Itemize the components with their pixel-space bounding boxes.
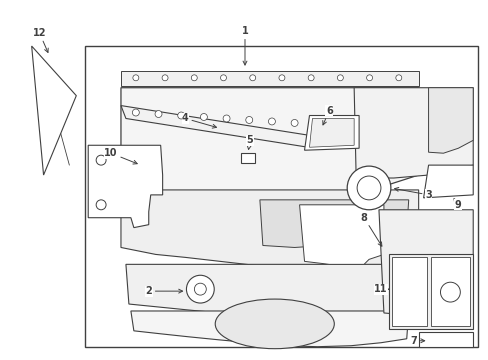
Text: 6: 6 — [322, 105, 332, 125]
Circle shape — [200, 113, 207, 121]
Ellipse shape — [215, 299, 334, 349]
Polygon shape — [121, 71, 418, 86]
Text: 10: 10 — [104, 148, 137, 164]
Text: 2: 2 — [145, 286, 182, 296]
Circle shape — [177, 112, 184, 119]
Polygon shape — [423, 165, 472, 198]
Circle shape — [194, 283, 206, 295]
Polygon shape — [418, 332, 472, 347]
Circle shape — [223, 115, 229, 122]
Polygon shape — [32, 46, 76, 175]
Circle shape — [440, 282, 459, 302]
Circle shape — [186, 275, 214, 303]
Circle shape — [290, 120, 298, 126]
Circle shape — [268, 118, 275, 125]
Circle shape — [337, 75, 343, 81]
Polygon shape — [121, 190, 418, 272]
Text: 3: 3 — [394, 188, 431, 200]
Polygon shape — [429, 257, 469, 326]
Polygon shape — [121, 105, 314, 148]
Polygon shape — [427, 88, 472, 153]
Polygon shape — [88, 145, 163, 228]
Text: 5: 5 — [246, 135, 253, 149]
Polygon shape — [304, 116, 358, 150]
Text: 4: 4 — [182, 113, 216, 128]
Circle shape — [133, 75, 139, 81]
Circle shape — [307, 75, 313, 81]
Polygon shape — [309, 118, 353, 147]
Polygon shape — [121, 88, 418, 210]
Polygon shape — [131, 311, 408, 347]
Text: 7: 7 — [409, 336, 424, 346]
Text: 1: 1 — [241, 26, 248, 65]
Circle shape — [155, 111, 162, 117]
Circle shape — [191, 75, 197, 81]
Circle shape — [96, 155, 106, 165]
Circle shape — [356, 176, 380, 200]
Polygon shape — [391, 257, 426, 326]
Circle shape — [162, 75, 168, 81]
Text: 8: 8 — [360, 213, 381, 246]
Circle shape — [132, 109, 139, 116]
Polygon shape — [378, 210, 472, 315]
Circle shape — [249, 75, 255, 81]
Text: 12: 12 — [33, 28, 48, 53]
Circle shape — [278, 75, 285, 81]
Circle shape — [220, 75, 226, 81]
Circle shape — [346, 166, 390, 210]
Bar — [85, 46, 477, 347]
Polygon shape — [388, 255, 472, 329]
Polygon shape — [299, 205, 383, 264]
Text: 9: 9 — [453, 199, 461, 210]
Circle shape — [96, 200, 106, 210]
Circle shape — [395, 75, 401, 81]
Polygon shape — [126, 264, 413, 321]
Bar — [241, 153, 254, 163]
Polygon shape — [353, 88, 472, 178]
Polygon shape — [259, 200, 408, 247]
Text: 11: 11 — [373, 284, 387, 294]
Circle shape — [366, 75, 372, 81]
Circle shape — [245, 117, 252, 123]
